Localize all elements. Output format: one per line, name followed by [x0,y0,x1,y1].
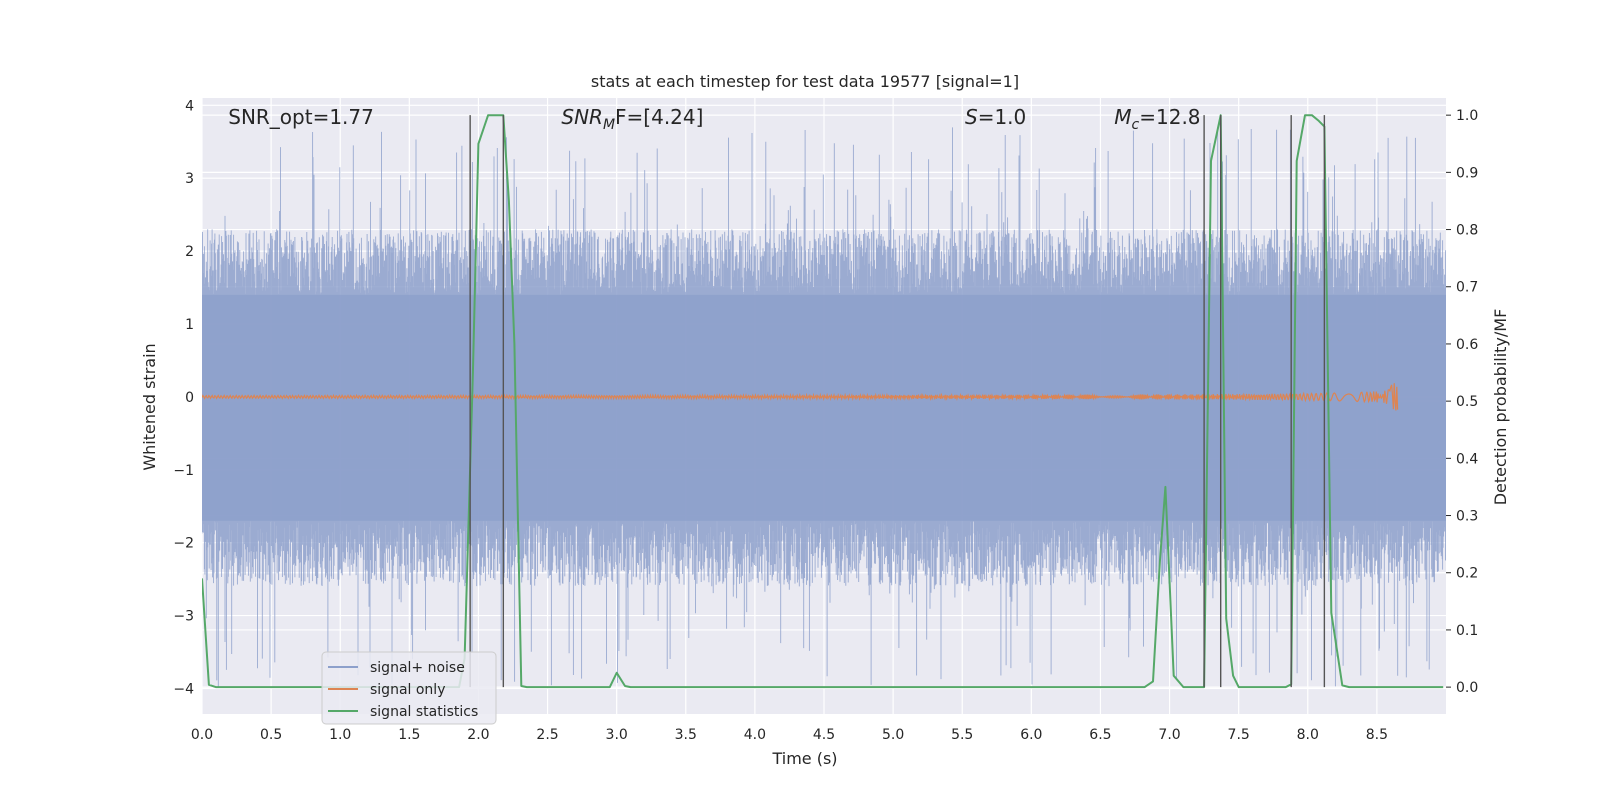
series-group [202,114,1446,689]
x-axis-label: Time (s) [771,749,837,768]
x-tick-label-14: 7.0 [1158,727,1180,743]
x-tick-label-17: 8.5 [1366,727,1388,743]
y-axis-label-right: Detection probability/MF [1491,309,1510,506]
x-tick-label-15: 7.5 [1228,727,1250,743]
annotation-3-value: =12.8 [1139,105,1200,129]
series-signal-only [202,383,1399,411]
x-tick-label-11: 5.5 [951,727,973,743]
annotation-2: S=1.0 [965,105,1026,129]
x-tick-label-5: 2.5 [536,727,558,743]
y-left-tick-label-7: 3 [185,171,194,187]
y-right-tick-label-0: 0.0 [1456,680,1478,696]
y-left-tick-label-0: −4 [173,681,194,697]
x-tick-label-0: 0.0 [191,727,213,743]
annotation-1-main: SNR [561,105,603,129]
x-tick-label-13: 6.5 [1089,727,1111,743]
y-left-tick-label-3: −1 [173,463,194,479]
x-tick-label-2: 1.0 [329,727,351,743]
legend-label-2: signal statistics [370,704,478,720]
legend: signal+ noise signal only signal statistic… [321,651,497,725]
legend-box [321,651,497,725]
y-right-tick-label-9: 0.9 [1456,165,1478,181]
y-left-tick-label-6: 2 [185,244,194,260]
y-right-tick-label-2: 0.2 [1456,566,1478,582]
x-tick-label-7: 3.5 [675,727,697,743]
y-left-tick-label-2: −2 [173,536,194,552]
series-signal-statistics [202,114,1444,689]
x-tick-label-6: 3.0 [606,727,628,743]
annotation-0-main: SNR_opt=1.77 [228,105,374,129]
x-tick-label-10: 5.0 [882,727,904,743]
chart-title: stats at each timestep for test data 195… [591,72,1019,91]
y-right-tick-label-1: 0.1 [1456,623,1478,639]
y-right-tick-label-10: 1.0 [1456,108,1478,124]
annotation-3: Mc=12.8 [1114,105,1200,133]
x-tick-label-1: 0.5 [260,727,282,743]
y-right-tick-label-5: 0.5 [1456,394,1478,410]
y-right-tick-label-8: 0.8 [1456,223,1478,239]
annotation-1: SNRMF=[4.24] [561,105,703,133]
x-tick-label-4: 2.0 [467,727,489,743]
annotation-0: SNR_opt=1.77 [228,105,374,129]
x-tick-label-12: 6.0 [1020,727,1042,743]
annotation-3-main: M [1114,105,1131,129]
x-tick-label-3: 1.5 [398,727,420,743]
x-tick-label-8: 4.0 [744,727,766,743]
y-left-tick-label-1: −3 [173,609,194,625]
plot-area: 0.0 0.5 1.0 1.5 2.0 2.5 3.0 3.5 4.0 4.5 5.0 5.5 6.0 6… [173,98,1478,743]
annotation-2-main: S [965,105,978,129]
annotation-1-value: F=[4.24] [615,105,703,129]
y-right-tick-label-4: 0.4 [1456,451,1478,467]
y-left-tick-label-5: 1 [185,317,194,333]
legend-label-1: signal only [370,682,445,698]
annotation-2-value: =1.0 [978,105,1027,129]
x-tick-label-9: 4.5 [813,727,835,743]
annotation-3-subscript: c [1132,117,1140,133]
annotation-1-subscript: M [603,117,615,133]
legend-label-0: signal+ noise [370,660,465,676]
y-axis-label-left: Whitened strain [140,343,159,470]
y-right-tick-label-6: 0.6 [1456,337,1478,353]
y-left-tick-label-4: 0 [185,390,194,406]
x-tick-label-16: 8.0 [1297,727,1319,743]
y-left-tick-label-8: 4 [185,98,194,114]
y-right-tick-label-7: 0.7 [1456,280,1478,296]
y-right-tick-label-3: 0.3 [1456,509,1478,525]
